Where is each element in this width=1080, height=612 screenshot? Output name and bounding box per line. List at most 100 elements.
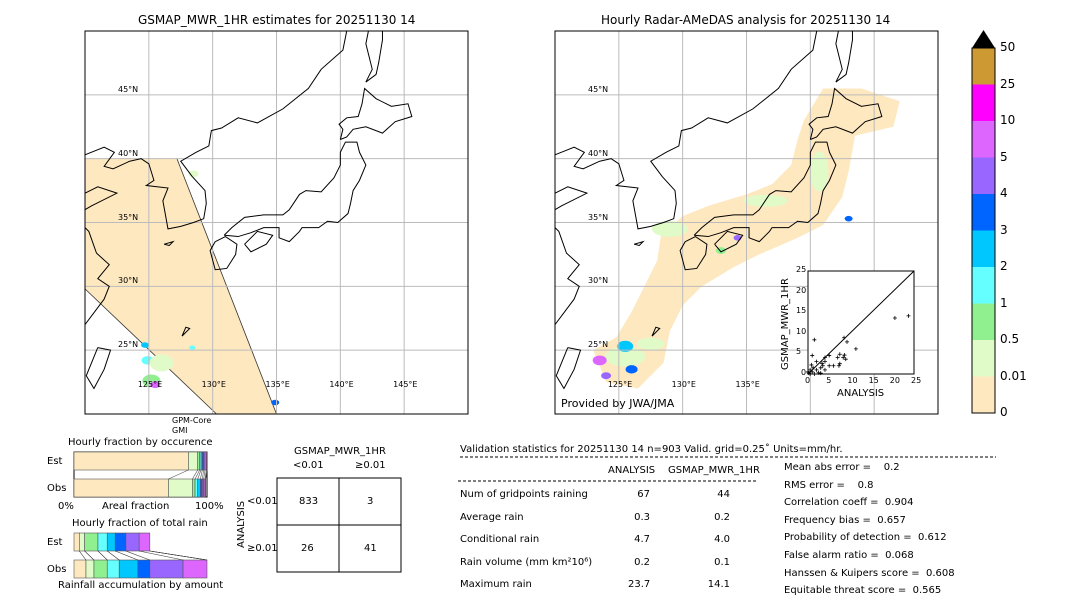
y-tick: 20 [796,285,807,295]
score-text: Probability of detection = 0.612 [784,532,947,544]
rain-bar-obs [85,559,95,579]
colorbar-segment [972,230,995,267]
lat-label: 25°N [118,340,139,350]
coastline [835,31,853,83]
rain-bar-obs [137,559,151,579]
colorbar-label: 25 [1000,76,1016,91]
row-label: <0.01 [247,496,278,507]
stat-label: Num of gridpoints raining [460,489,588,500]
rain-cell [625,365,638,374]
scatter-point [809,362,814,367]
colorbar-label: 0 [1000,405,1008,419]
y-tick: 10 [796,326,807,336]
scatter-point [814,359,819,364]
connector-line [115,550,138,561]
occurrence-bar-est [188,451,198,471]
col-label: <0.01 [293,460,324,471]
lon-label: 130°E [201,380,226,389]
occurrence-bar-obs [197,478,201,498]
rain-cell [810,151,829,192]
y-tick: 15 [796,306,807,316]
stat-analysis-value: 4.7 [634,534,650,545]
connector-line [97,550,108,561]
rain-cell [651,220,688,237]
rain-bar-est [114,532,127,552]
score-text: False alarm ratio = 0.068 [784,550,914,561]
score-text: Hanssen & Kuipers score = 0.608 [784,567,955,579]
lon-label: 135°E [265,380,290,389]
row-label: ≥0.01 [247,543,278,554]
map-frame [554,30,939,415]
rain-cell [149,354,174,372]
coastline [84,227,110,325]
connector-line [107,550,120,561]
scatter-point [810,353,815,358]
colorbar-segment [972,267,995,304]
scatter-point [812,337,817,342]
coastline [84,30,348,230]
occurrence-bar-obs [204,478,206,498]
sensor-label: GPM-Core [172,416,212,425]
lon-label: 135°E [735,380,760,389]
colorbar-label: 2 [1000,259,1008,273]
lat-label: 45°N [588,84,609,94]
stat-gsmap-value: 14.1 [707,579,730,590]
col-header-gsmap: GSMAP_MWR_1HR [668,465,760,476]
occurrence-bar-obs [168,478,193,498]
cell-false-alarm: 3 [367,496,374,507]
coastline [693,141,837,243]
colorbar-label: 50 [1000,40,1016,54]
scatter-point [845,339,850,344]
coastline [679,235,708,271]
areal-fraction-label: Areal fraction [102,501,170,512]
score-text: Equitable threat score = 0.565 [784,585,942,597]
scatter-point [841,355,846,360]
connector-line [139,550,184,561]
colorbar-segment [972,340,995,377]
colorbar-label: 4 [1000,186,1008,200]
x-tick: 5 [826,376,832,385]
coastline [554,227,580,325]
stat-label: Rain volume (mm km²10⁶) [460,556,593,568]
total-rain-title: Hourly fraction of total rain [72,518,208,529]
coastline [554,30,818,230]
scatter-point [811,365,816,370]
coastline [338,87,413,140]
occurrence-bar-est [206,451,208,471]
stat-gsmap-value: 44 [717,489,730,500]
scatter-point [827,363,832,368]
accumulation-label: Rainfall accumulation by amount [58,580,224,591]
rain-cell [605,346,646,367]
rain-cell [189,345,196,350]
lat-label: 25°N [588,340,609,350]
rain-cell [636,337,665,350]
coastline [808,87,883,140]
scatter-point [818,365,823,370]
colorbar-segment [972,48,995,85]
lat-label: 35°N [118,212,139,222]
coastline [209,235,238,271]
scatter-point [842,353,847,358]
scatter-point [812,372,817,376]
y-tick: 5 [796,347,802,357]
connector-line [203,469,206,480]
scatter-point [808,372,813,376]
rain-bar-obs [93,559,108,579]
score-text: Frequency bias = 0.657 [784,514,906,526]
connector-line [200,469,203,480]
lon-label: 145°E [393,380,418,389]
x-tick: 0 [805,376,811,385]
connector-line [202,469,204,480]
colorbar-segment [972,376,995,413]
connector-line [84,550,95,561]
connector-line [79,550,87,561]
rain-bar-obs [106,559,120,579]
lon-label: 125°E [137,380,163,389]
est-label: Est [47,456,63,467]
cell-hits-none: 833 [299,496,319,507]
lat-label: 35°N [588,212,609,222]
stat-gsmap-value: 0.2 [714,511,730,523]
right-map-title: Hourly Radar-AMeDAS analysis for 2025113… [601,13,891,27]
rain-bar-obs [149,559,184,579]
coastline [84,186,119,211]
